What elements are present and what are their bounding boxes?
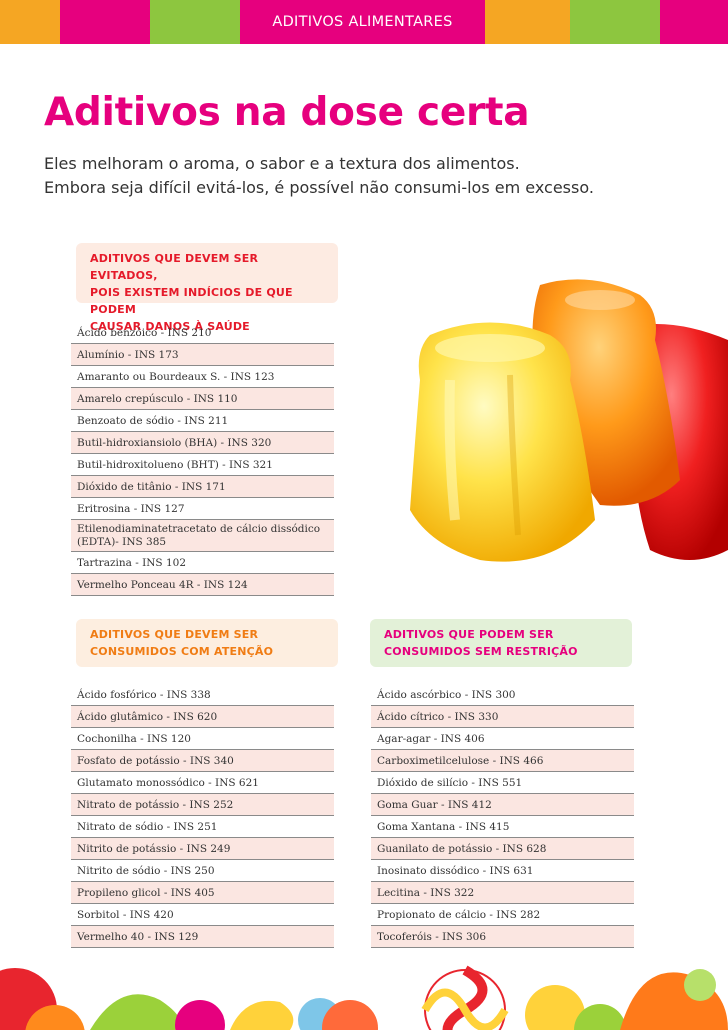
- list-item: Sorbitol - INS 420: [71, 903, 334, 926]
- page-title: Aditivos na dose certa: [44, 90, 530, 135]
- top-color-bar: ADITIVOS ALIMENTARES: [0, 0, 728, 44]
- list-item: Vermelho 40 - INS 129: [71, 925, 334, 948]
- list-item: Propionato de cálcio - INS 282: [371, 903, 634, 926]
- caution-heading-box: ADITIVOS QUE DEVEM SER CONSUMIDOS COM AT…: [76, 619, 338, 667]
- caution-heading-line-2: CONSUMIDOS COM ATENÇÃO: [90, 645, 274, 658]
- list-item: Etilenodiaminatetracetato de cálcio diss…: [71, 519, 334, 552]
- bar-segment-2: [60, 0, 150, 44]
- avoid-heading-line-1: ADITIVOS QUE DEVEM SER EVITADOS,: [90, 252, 259, 282]
- list-item: Guanilato de potássio - INS 628: [371, 837, 634, 860]
- list-item: Ácido benzóico - INS 210: [71, 322, 334, 344]
- subtitle-line-1: Eles melhoram o aroma, o sabor e a textu…: [44, 154, 520, 173]
- list-item: Amarelo crepúsculo - INS 110: [71, 387, 334, 410]
- list-item: Inosinato dissódico - INS 631: [371, 859, 634, 882]
- list-item: Ácido glutâmico - INS 620: [71, 705, 334, 728]
- bar-segment-4: [485, 0, 570, 44]
- free-heading-line-2: CONSUMIDOS SEM RESTRIÇÃO: [384, 645, 578, 658]
- avoid-list: Ácido benzóico - INS 210 Alumínio - INS …: [71, 322, 334, 596]
- list-item: Butil-hidroxitolueno (BHT) - INS 321: [71, 453, 334, 476]
- list-item: Alumínio - INS 173: [71, 343, 334, 366]
- list-item: Butil-hidroxiansiolo (BHA) - INS 320: [71, 431, 334, 454]
- free-heading-box: ADITIVOS QUE PODEM SER CONSUMIDOS SEM RE…: [370, 619, 632, 667]
- bar-segment-5: [570, 0, 660, 44]
- list-item: Nitrito de potássio - INS 249: [71, 837, 334, 860]
- list-item: Propileno glicol - INS 405: [71, 881, 334, 904]
- bar-segment-1: [0, 0, 60, 44]
- free-heading-line-1: ADITIVOS QUE PODEM SER: [384, 628, 554, 641]
- list-item: Vermelho Ponceau 4R - INS 124: [71, 573, 334, 596]
- list-item: Carboximetilcelulose - INS 466: [371, 749, 634, 772]
- jelly-dessert-image: [410, 279, 728, 562]
- list-item: Nitrito de sódio - INS 250: [71, 859, 334, 882]
- caution-list: Ácido fosfórico - INS 338 Ácido glutâmic…: [71, 684, 334, 948]
- caution-heading-line-1: ADITIVOS QUE DEVEM SER: [90, 628, 259, 641]
- list-item: Goma Guar - INS 412: [371, 793, 634, 816]
- list-item: Nitrato de potássio - INS 252: [71, 793, 334, 816]
- list-item: Ácido cítrico - INS 330: [371, 705, 634, 728]
- subtitle-line-2: Embora seja difícil evitá-los, é possíve…: [44, 178, 594, 197]
- list-item: Benzoato de sódio - INS 211: [71, 409, 334, 432]
- list-item: Tartrazina - INS 102: [71, 551, 334, 574]
- list-item: Cochonilha - INS 120: [71, 727, 334, 750]
- list-item: Dióxido de titânio - INS 171: [71, 475, 334, 498]
- bar-segment-6: [660, 0, 728, 44]
- list-item: Goma Xantana - INS 415: [371, 815, 634, 838]
- list-item: Ácido fosfórico - INS 338: [71, 684, 334, 706]
- list-item: Agar-agar - INS 406: [371, 727, 634, 750]
- avoid-heading-box: ADITIVOS QUE DEVEM SER EVITADOS, POIS EX…: [76, 243, 338, 333]
- candies-image: [0, 965, 728, 1030]
- avoid-heading-line-2: POIS EXISTEM INDÍCIOS DE QUE PODEM: [90, 286, 293, 316]
- list-item: Glutamato monossódico - INS 621: [71, 771, 334, 794]
- lollipop-swirl: [421, 965, 509, 1030]
- list-item: Fosfato de potássio - INS 340: [71, 749, 334, 772]
- list-item: Tocoferóis - INS 306: [371, 925, 634, 948]
- list-item: Dióxido de silício - INS 551: [371, 771, 634, 794]
- list-item: Eritrosina - INS 127: [71, 497, 334, 520]
- list-item: Nitrato de sódio - INS 251: [71, 815, 334, 838]
- list-item: Amaranto ou Bourdeaux S. - INS 123: [71, 365, 334, 388]
- free-list: Ácido ascórbico - INS 300 Ácido cítrico …: [371, 684, 634, 948]
- bar-segment-3: [150, 0, 240, 44]
- section-label: ADITIVOS ALIMENTARES: [240, 0, 485, 44]
- list-item: Ácido ascórbico - INS 300: [371, 684, 634, 706]
- list-item: Lecitina - INS 322: [371, 881, 634, 904]
